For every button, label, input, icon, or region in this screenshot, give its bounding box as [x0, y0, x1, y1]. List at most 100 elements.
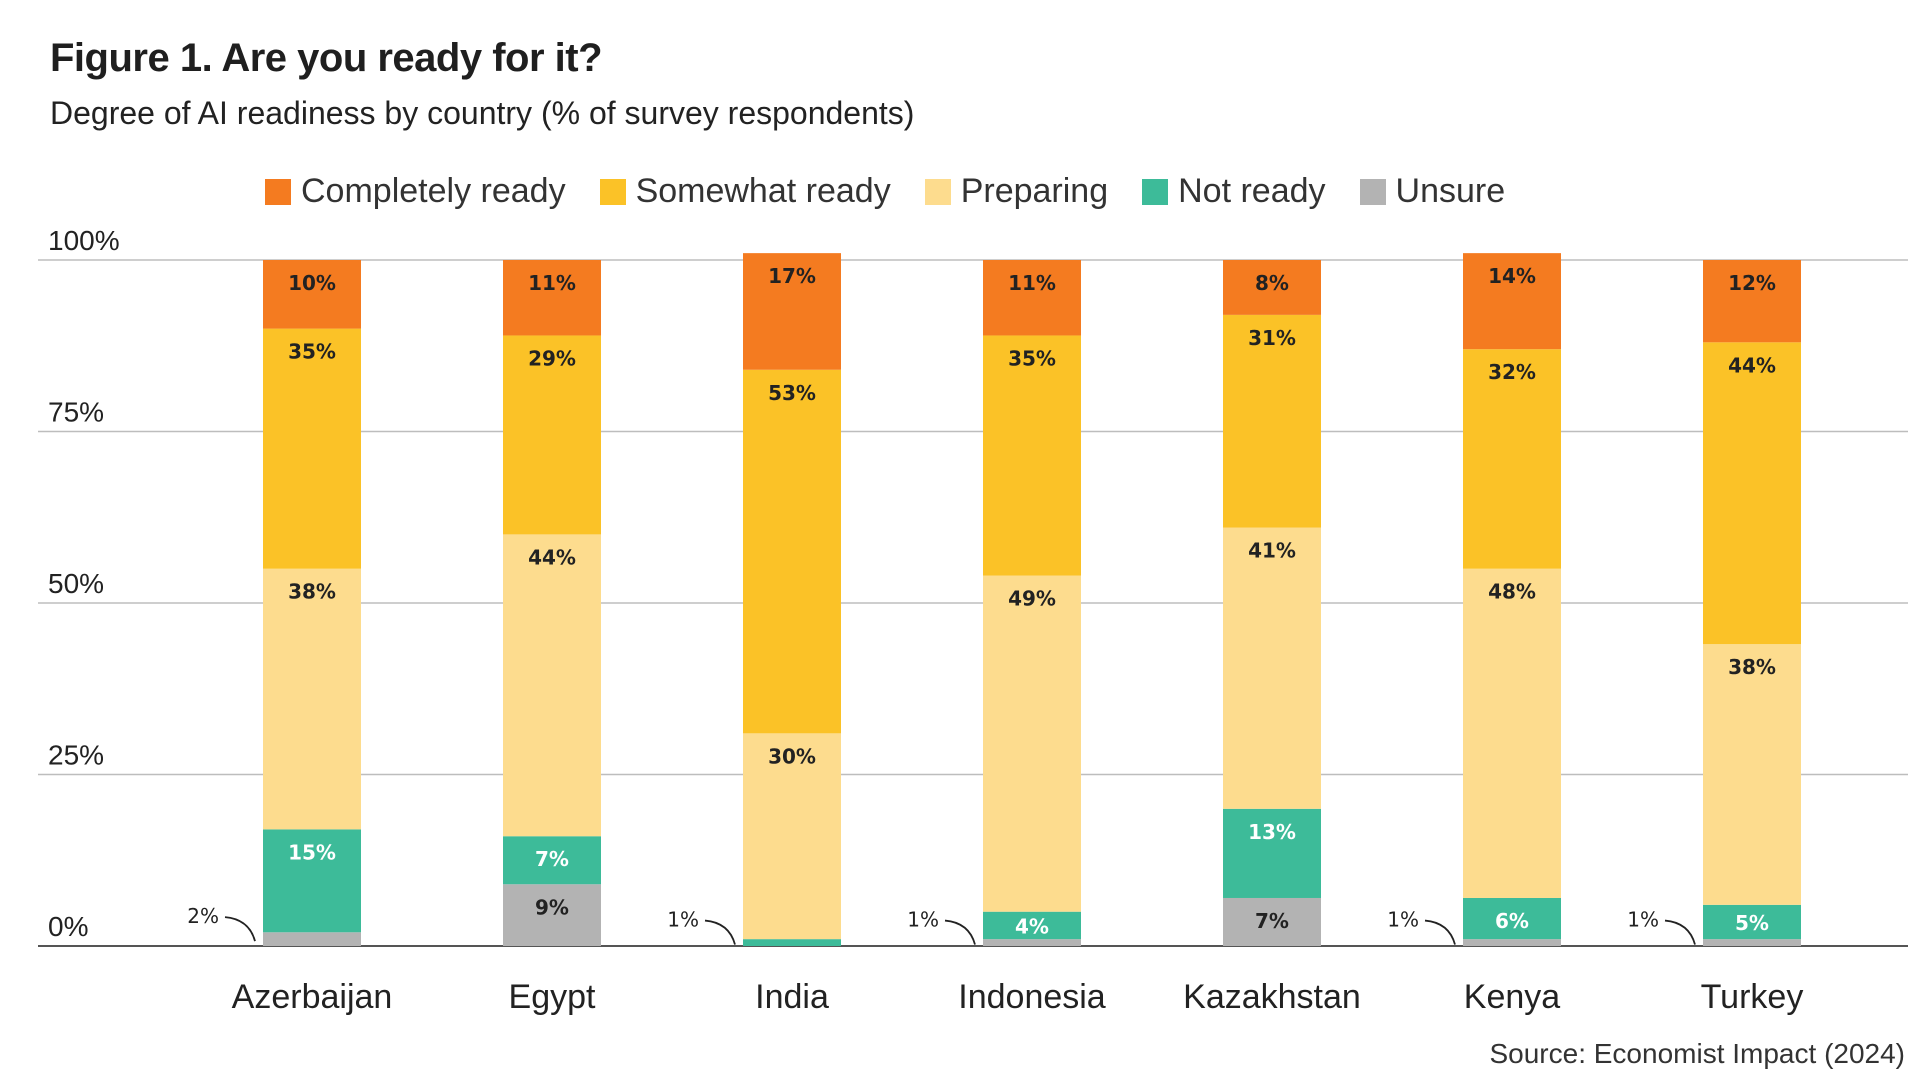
legend-swatch-preparing — [924, 178, 951, 205]
legend-swatch-somewhat-ready — [599, 178, 626, 205]
bar-segment-kenya-preparing — [1463, 568, 1561, 898]
chart-subtitle: Degree of AI readiness by country (% of … — [50, 95, 915, 131]
data-label: 7% — [1255, 909, 1289, 933]
bar-segment-india-somewhat-ready — [743, 369, 841, 734]
bar-segment-kazakhstan-completely-ready — [1223, 260, 1321, 315]
x-category-label: Egypt — [509, 978, 596, 1016]
bar-segment-kenya-completely-ready — [1463, 253, 1561, 350]
bar-segment-turkey-completely-ready — [1703, 260, 1801, 343]
bar-segment-kenya-not-ready — [1463, 897, 1561, 940]
data-label-callout: 1% — [1627, 908, 1659, 932]
data-label: 17% — [768, 264, 816, 288]
bar-segment-kenya-unsure — [1463, 939, 1561, 946]
legend-item-somewhat-ready: Somewhat ready — [599, 172, 891, 211]
source-note: Source: Economist Impact (2024) — [1489, 1038, 1905, 1069]
data-label-callout: 1% — [907, 908, 939, 932]
bar-segment-kazakhstan-somewhat-ready — [1223, 314, 1321, 528]
legend-item-not-ready: Not ready — [1142, 172, 1326, 211]
x-category-label: Kenya — [1464, 978, 1560, 1016]
legend-swatch-completely-ready — [265, 178, 291, 205]
data-label: 12% — [1728, 271, 1776, 295]
data-label: 31% — [1248, 326, 1296, 350]
legend-item-unsure: Unsure — [1359, 172, 1506, 211]
data-label: 14% — [1488, 264, 1536, 288]
bar-segment-turkey-preparing — [1703, 644, 1801, 905]
data-label: 35% — [288, 340, 336, 364]
callout-leader — [224, 916, 256, 942]
bar-segment-india-completely-ready — [743, 253, 841, 370]
callout-leader — [704, 919, 736, 945]
data-label: 11% — [1008, 271, 1056, 295]
x-category-label: Azerbaijan — [232, 978, 393, 1016]
bar-segment-indonesia-preparing — [983, 575, 1081, 912]
y-tick-label: 25% — [48, 740, 104, 771]
x-category-label: Indonesia — [958, 978, 1106, 1016]
bar-segment-azerbaijan-unsure — [263, 932, 361, 946]
data-label-callout: 2% — [187, 904, 219, 928]
data-label: 8% — [1255, 271, 1289, 295]
data-label: 9% — [535, 895, 569, 919]
legend-item-preparing: Preparing — [924, 172, 1109, 211]
bar-segment-indonesia-unsure — [983, 939, 1081, 946]
data-label: 35% — [1008, 346, 1056, 370]
bar-segment-india-not-ready — [743, 939, 841, 946]
bar-segment-egypt-completely-ready — [503, 260, 601, 336]
y-tick-label: 75% — [48, 397, 104, 428]
data-label: 29% — [528, 346, 576, 370]
y-tick-label: 50% — [48, 568, 104, 599]
legend: Completely ready Somewhat ready Preparin… — [265, 172, 1505, 211]
legend-swatch-not-ready — [1142, 178, 1169, 205]
bar-segment-kenya-somewhat-ready — [1463, 349, 1561, 569]
bar-segment-indonesia-completely-ready — [983, 260, 1081, 336]
data-label: 48% — [1488, 580, 1536, 604]
data-label: 38% — [1728, 655, 1776, 679]
bar-segment-azerbaijan-not-ready — [263, 829, 361, 933]
bar-segment-indonesia-somewhat-ready — [983, 335, 1081, 576]
bar-segment-turkey-not-ready — [1703, 904, 1801, 940]
legend-label-somewhat-ready: Somewhat ready — [635, 172, 891, 210]
callout-leader — [1664, 919, 1696, 945]
bar-segment-egypt-not-ready — [503, 836, 601, 885]
data-label: 6% — [1495, 909, 1529, 933]
data-label: 53% — [768, 381, 816, 405]
bar-segment-indonesia-not-ready — [983, 911, 1081, 940]
bar-segment-egypt-preparing — [503, 534, 601, 837]
data-label: 13% — [1248, 820, 1296, 844]
bar-segment-kazakhstan-unsure — [1223, 897, 1321, 946]
x-category-label: India — [755, 978, 829, 1016]
chart-title: Figure 1. Are you ready for it? — [50, 36, 603, 80]
bar-segment-turkey-unsure — [1703, 939, 1801, 946]
bar-segment-azerbaijan-completely-ready — [263, 260, 361, 329]
x-category-label: Kazakhstan — [1183, 978, 1361, 1016]
callout-leader — [1424, 919, 1456, 945]
legend-label-unsure: Unsure — [1395, 172, 1506, 210]
bar-segment-egypt-unsure — [503, 884, 601, 946]
bar-segment-turkey-somewhat-ready — [1703, 342, 1801, 645]
data-label: 10% — [288, 271, 336, 295]
bar-segment-kazakhstan-not-ready — [1223, 808, 1321, 898]
data-label: 5% — [1735, 911, 1769, 935]
data-label: 30% — [768, 744, 816, 768]
data-label: 32% — [1488, 360, 1536, 384]
x-category-label: Turkey — [1701, 978, 1804, 1016]
y-tick-label: 100% — [48, 225, 120, 256]
data-label: 15% — [288, 840, 336, 864]
y-tick-label: 0% — [48, 911, 88, 942]
data-label-callout: 1% — [1387, 908, 1419, 932]
bar-segment-kazakhstan-preparing — [1223, 527, 1321, 809]
legend-swatch-unsure — [1359, 178, 1386, 205]
bar-segment-india-preparing — [743, 733, 841, 940]
legend-label-completely-ready: Completely ready — [301, 172, 566, 210]
legend-label-preparing: Preparing — [960, 172, 1109, 210]
callout-leader — [944, 919, 976, 945]
data-label: 4% — [1015, 914, 1049, 938]
data-label-callout: 1% — [667, 908, 699, 932]
data-label: 44% — [528, 545, 576, 569]
data-label: 11% — [528, 271, 576, 295]
bar-segment-azerbaijan-somewhat-ready — [263, 328, 361, 569]
data-label: 38% — [288, 580, 336, 604]
data-label: 44% — [1728, 353, 1776, 377]
data-label: 41% — [1248, 539, 1296, 563]
bar-segment-azerbaijan-preparing — [263, 568, 361, 830]
